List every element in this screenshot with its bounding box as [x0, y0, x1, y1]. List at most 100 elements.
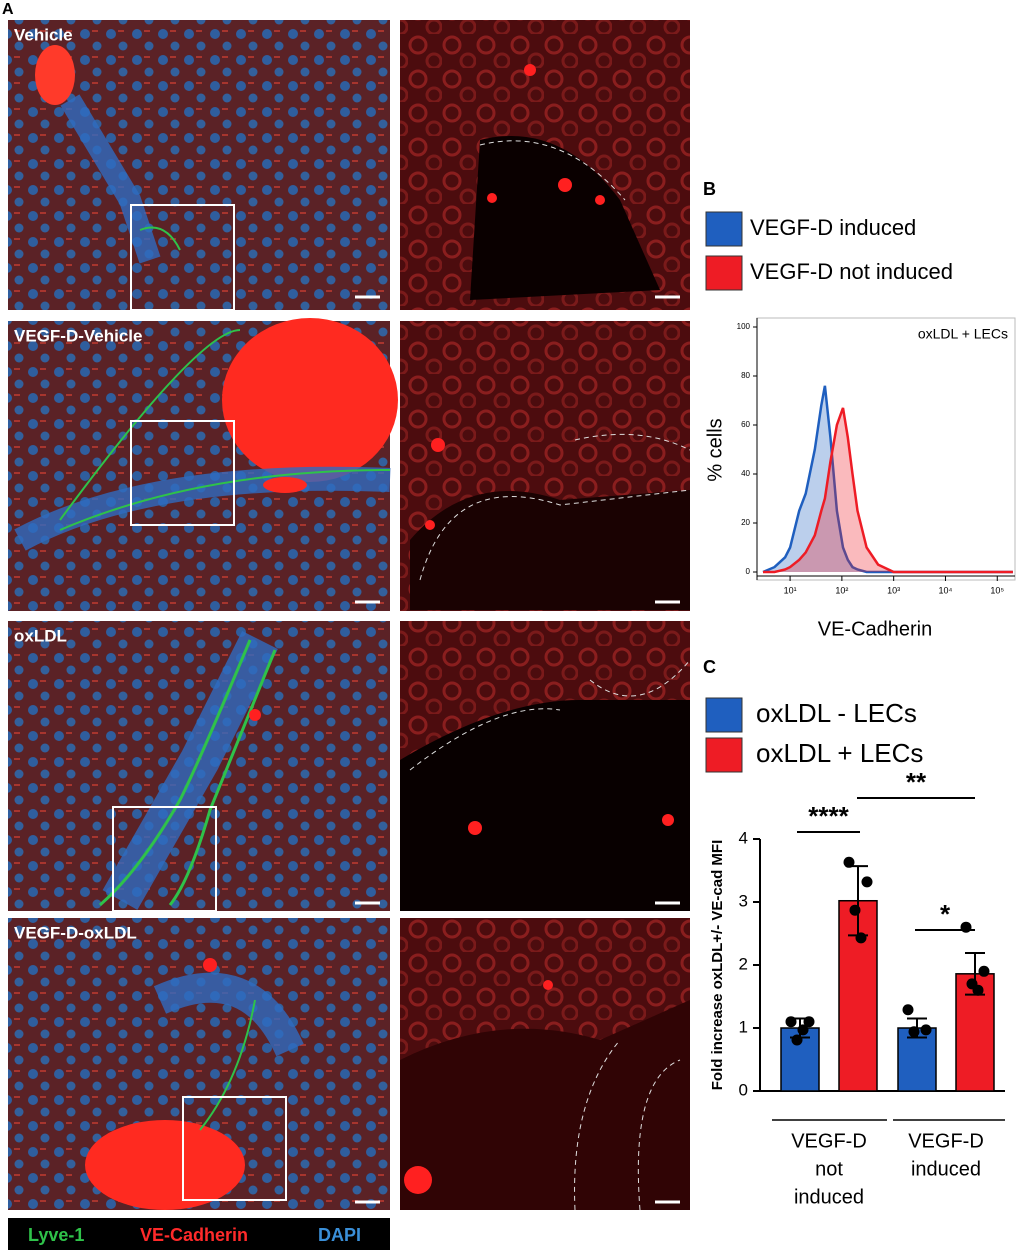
significance-label: *: [940, 899, 951, 929]
data-point: [797, 1024, 809, 1036]
panel-label: B: [703, 179, 716, 199]
micrograph-circle: [558, 178, 572, 192]
panel-label: C: [703, 657, 716, 677]
legend-swatch: [705, 697, 743, 733]
stain-label: Lyve-1: [28, 1225, 84, 1245]
micrograph-path: [470, 136, 660, 300]
micrograph-rect: [112, 806, 217, 912]
micrograph-path: [479, 140, 626, 201]
micrograph-path: [153, 972, 304, 1057]
histogram-curve: [762, 385, 1013, 574]
group-label: VEGF-D: [908, 1130, 984, 1152]
x-tick-label: 10²: [835, 585, 848, 595]
micrograph-rect: [182, 1096, 287, 1201]
data-point: [861, 876, 873, 888]
micrograph-path: [14, 466, 391, 551]
micrograph-path: [637, 1059, 681, 1211]
data-point: [849, 904, 861, 916]
data-point: [902, 1004, 914, 1016]
micrograph-path: [59, 469, 391, 531]
y-axis-label: % cells: [704, 418, 726, 481]
micrograph-circle: [468, 821, 482, 835]
data-point: [978, 965, 990, 977]
data-point: [972, 984, 984, 996]
data-point: [785, 1016, 797, 1028]
micrograph-circle: [524, 64, 536, 76]
micrograph-path: [410, 490, 690, 610]
y-tick-label: 20: [741, 518, 750, 527]
x-tick-label: 10³: [887, 585, 900, 595]
image-label: VEGF-D-oxLDL: [14, 923, 137, 942]
micrograph-path: [400, 1000, 690, 1210]
data-point: [960, 921, 972, 933]
micrograph-rect: [130, 204, 235, 311]
x-axis-label: VE-Cadherin: [818, 618, 933, 640]
micrograph-circle: [662, 814, 674, 826]
group-label: VEGF-D: [791, 1130, 867, 1152]
image-label: oxLDL: [14, 626, 67, 645]
micrograph-ellipse: [222, 318, 398, 482]
y-tick-label: 40: [741, 469, 750, 478]
micrograph-ellipse: [263, 477, 307, 493]
micrograph-path: [419, 489, 691, 581]
data-point: [803, 1016, 815, 1028]
micrograph-path: [99, 639, 252, 907]
y-axis-label: Fold increase oxLDL+/- VE-cad MFI: [709, 840, 726, 1090]
y-tick-label: 1: [739, 1017, 748, 1036]
data-point: [855, 932, 867, 944]
data-point: [843, 856, 855, 868]
micrograph-rect: [130, 420, 235, 526]
micrograph-ellipse: [35, 45, 75, 105]
x-tick-label: 10⁵: [990, 585, 1004, 595]
micrograph-circle: [595, 195, 605, 205]
data-point: [908, 1026, 920, 1038]
annotation: oxLDL + LECs: [918, 326, 1008, 342]
y-tick-label: 80: [741, 371, 750, 380]
micrograph-path: [574, 433, 691, 451]
y-tick-label: 4: [739, 828, 748, 847]
y-tick-label: 2: [739, 954, 748, 973]
legend-swatch: [705, 737, 743, 773]
micrograph-circle: [249, 709, 261, 721]
group-label: induced: [911, 1158, 981, 1180]
group-label: induced: [794, 1186, 864, 1208]
legend-swatch: [705, 255, 743, 291]
stain-label: DAPI: [318, 1225, 361, 1245]
y-tick-label: 0: [739, 1080, 748, 1099]
y-tick-label: 3: [739, 891, 748, 910]
data-point: [920, 1024, 932, 1036]
y-tick-label: 0: [746, 567, 751, 576]
micrograph-path: [400, 700, 690, 911]
image-label: Vehicle: [14, 25, 73, 44]
micrograph-circle: [487, 193, 497, 203]
histogram-curve: [763, 407, 1013, 574]
micrograph-circle: [543, 980, 553, 990]
legend-swatch: [705, 211, 743, 247]
micrograph-rect: [8, 1218, 390, 1250]
micrograph-path: [589, 659, 691, 697]
group-label: not: [815, 1158, 843, 1180]
micrograph-circle: [203, 958, 217, 972]
x-tick-label: 10⁴: [939, 585, 953, 595]
legend-label: oxLDL - LECs: [756, 698, 917, 728]
image-label: VEGF-D-Vehicle: [14, 326, 142, 345]
y-tick-label: 100: [737, 322, 751, 331]
micrograph-path: [59, 329, 241, 521]
micrograph-circle: [425, 520, 435, 530]
y-tick-label: 60: [741, 420, 750, 429]
micrograph-path: [199, 999, 256, 1131]
legend-label: oxLDL + LECs: [756, 738, 923, 768]
micrograph-ellipse: [85, 1120, 245, 1210]
micrograph-circle: [431, 438, 445, 452]
legend-label: VEGF-D induced: [750, 215, 916, 240]
data-point: [791, 1034, 803, 1046]
micrograph-circle: [404, 1166, 432, 1194]
significance-label: ****: [808, 801, 849, 831]
stain-label: VE-Cadherin: [140, 1225, 248, 1245]
significance-label: **: [906, 767, 927, 797]
legend-label: VEGF-D not induced: [750, 259, 953, 284]
micrograph-path: [60, 94, 161, 264]
micrograph-path: [139, 226, 181, 251]
